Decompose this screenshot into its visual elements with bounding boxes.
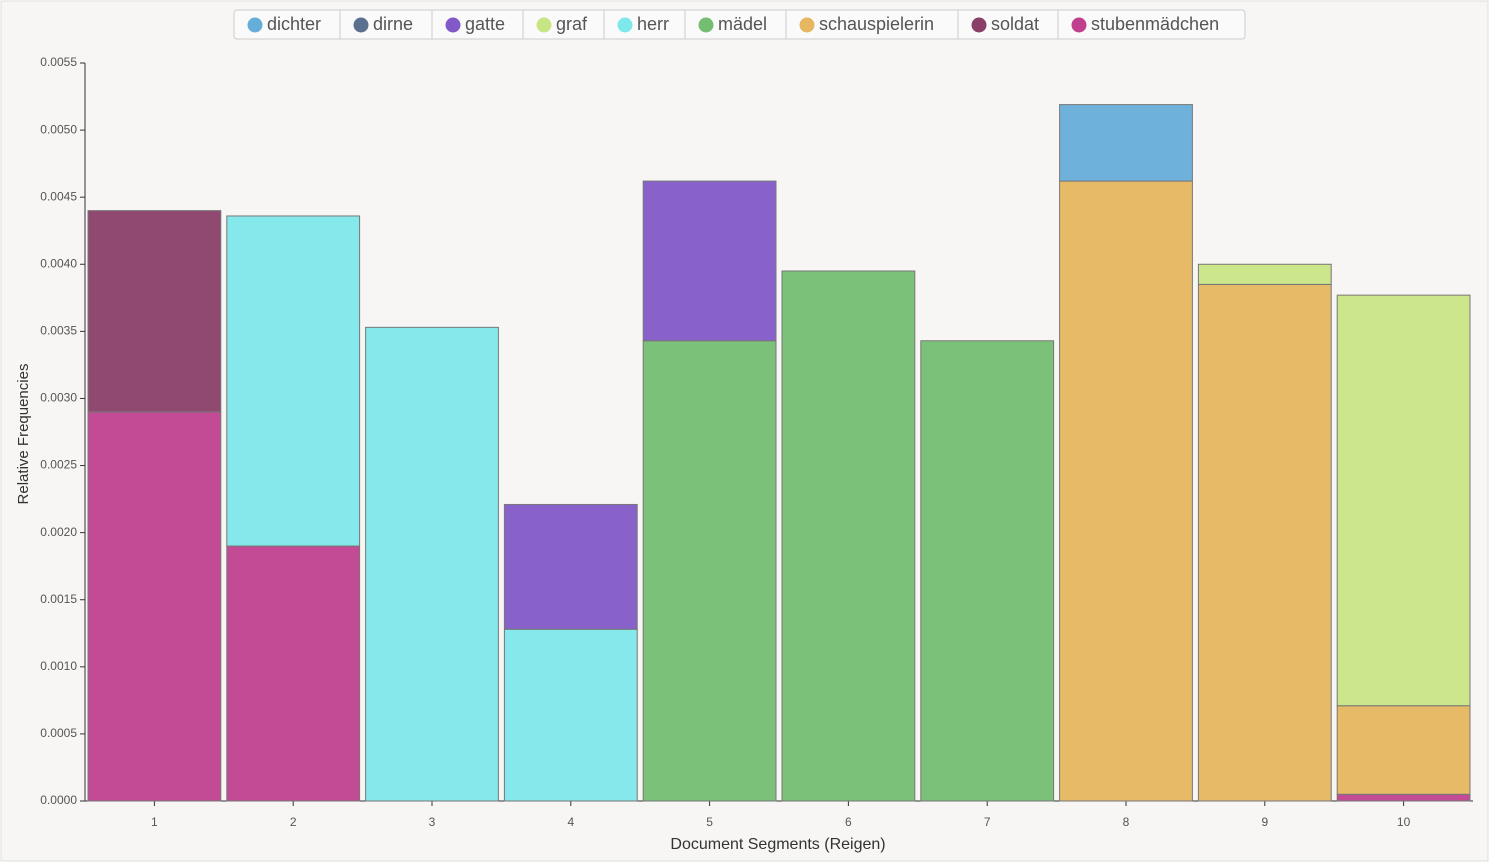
legend-label: schauspielerin [819, 14, 934, 34]
x-tick-label: 10 [1397, 815, 1411, 829]
legend-label: graf [556, 14, 588, 34]
y-tick-label: 0.0035 [40, 324, 77, 338]
bar [642, 340, 777, 802]
x-tick-label: 4 [567, 815, 574, 829]
y-tick-label: 0.0045 [40, 189, 77, 203]
y-tick-label: 0.0010 [40, 659, 77, 673]
legend-swatch [536, 17, 552, 33]
bar [1336, 294, 1471, 707]
bar [781, 270, 916, 802]
x-tick-label: 8 [1123, 815, 1130, 829]
bar [87, 411, 222, 802]
bar [365, 326, 499, 802]
y-tick-label: 0.0050 [40, 122, 77, 136]
y-tick-label: 0.0005 [40, 726, 77, 740]
bar [1336, 793, 1471, 802]
y-tick-label: 0.0025 [40, 458, 77, 472]
bar [226, 215, 361, 547]
legend-label: mädel [718, 14, 767, 34]
bar [503, 503, 638, 630]
legend-label: dirne [373, 14, 413, 34]
x-axis-label: Document Segments (Reigen) [670, 836, 885, 853]
y-axis-label: Relative Frequencies [15, 364, 32, 505]
bar [1059, 104, 1193, 182]
bar [920, 340, 1055, 802]
bar [1197, 283, 1332, 802]
x-tick-label: 5 [706, 815, 713, 829]
bar [87, 210, 222, 413]
legend-label: gatte [465, 14, 505, 34]
y-tick-label: 0.0030 [40, 391, 77, 405]
bar [1059, 180, 1193, 802]
y-tick-label: 0.0000 [40, 793, 77, 807]
x-tick-label: 9 [1261, 815, 1268, 829]
y-tick-label: 0.0040 [40, 256, 77, 270]
bar [1336, 705, 1471, 795]
y-tick-label: 0.0055 [40, 55, 77, 69]
legend-swatch [353, 17, 369, 33]
x-tick-label: 2 [290, 815, 297, 829]
bar [642, 180, 777, 342]
legend-swatch [698, 17, 714, 33]
legend-swatch [445, 17, 461, 33]
legend-swatch [617, 17, 633, 33]
legend-label: dichter [267, 14, 321, 34]
legend-swatch [1071, 17, 1087, 33]
legend-box [233, 9, 1246, 40]
x-tick-label: 1 [151, 815, 158, 829]
legend-swatch [971, 17, 987, 33]
legend-swatch [247, 17, 263, 33]
legend-label: soldat [991, 14, 1039, 34]
y-tick-label: 0.0015 [40, 592, 77, 606]
x-tick-label: 7 [984, 815, 991, 829]
legend-label: stubenmädchen [1091, 14, 1219, 34]
x-tick-label: 3 [429, 815, 436, 829]
x-tick-label: 6 [845, 815, 852, 829]
legend-label: herr [637, 14, 669, 34]
bar [1197, 263, 1332, 285]
bar [226, 545, 361, 802]
bar [503, 628, 638, 802]
legend-swatch [799, 17, 815, 33]
y-tick-label: 0.0020 [40, 525, 77, 539]
